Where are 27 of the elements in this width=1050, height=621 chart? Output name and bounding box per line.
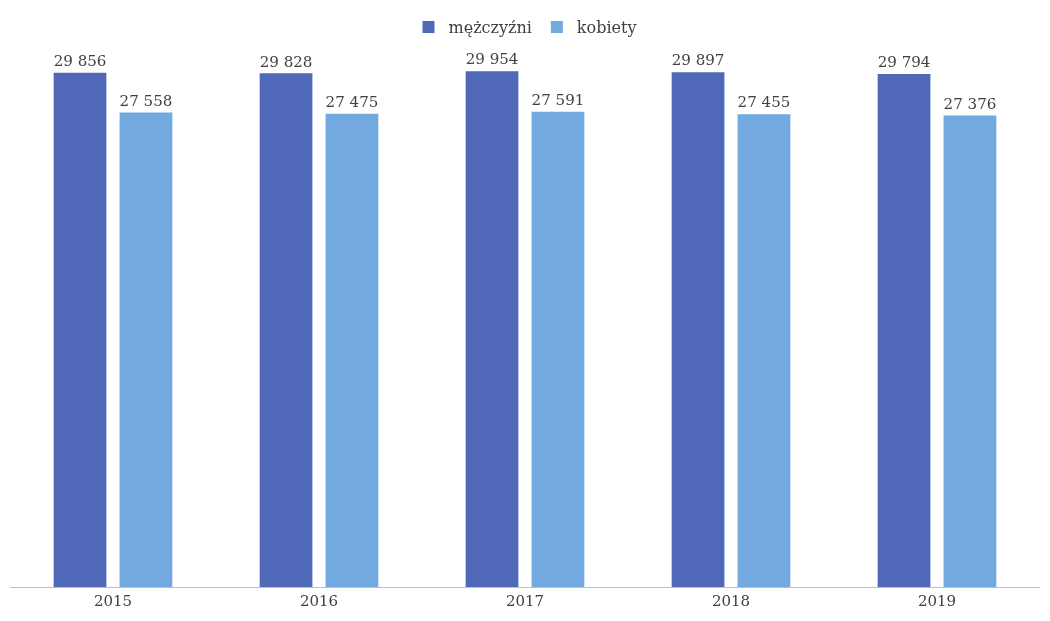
data-label: 29 897 [671,51,725,70]
x-tick-label: 2019 [917,592,957,610]
x-tick-label: 2018 [711,592,751,610]
data-label: 27 455 [737,93,791,112]
data-label: 29 856 [53,52,107,71]
data-label: 29 954 [465,50,519,69]
bar [671,72,725,587]
data-label: 27 475 [325,93,379,112]
legend-label: mężczyźni [448,18,532,38]
x-tick-label: 2017 [505,592,545,610]
x-tick-label: 2016 [299,592,339,610]
bar [877,73,931,587]
data-label: 27 376 [943,94,997,113]
data-label: 27 591 [531,91,585,110]
data-label: 29 828 [259,52,313,71]
bar [531,111,585,587]
data-label: 27 558 [119,91,173,110]
legend-label: kobiety [576,18,637,38]
bar [737,114,791,587]
x-tick-label: 2015 [93,592,133,610]
data-label: 29 794 [877,53,931,72]
bar [259,73,313,587]
bar [53,72,107,587]
bar [325,113,379,587]
bar [465,71,519,587]
bar [943,115,997,587]
bar [119,112,173,587]
